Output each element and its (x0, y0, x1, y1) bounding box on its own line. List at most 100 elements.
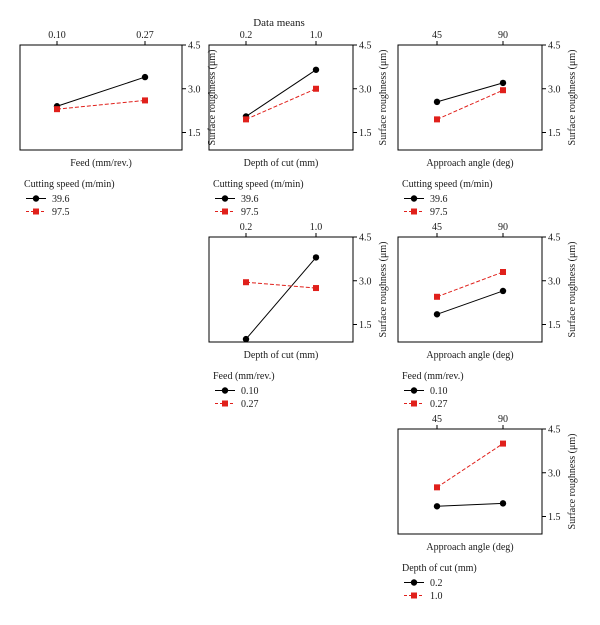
x-tick-label: 90 (498, 414, 508, 425)
figure-title: Data means (253, 17, 305, 29)
series-line (245, 257, 317, 340)
legend-swatch-marker (222, 208, 228, 215)
x-tick-label: 0.2 (240, 30, 253, 41)
legend-item-label: 39.6 (52, 194, 70, 205)
data-point (313, 85, 319, 92)
legend-title: Feed (mm/rev.) (402, 371, 464, 382)
data-point (434, 293, 440, 300)
data-point (242, 335, 250, 343)
panel-approach-vs-cutting-speed: 45 90 4.5 3.0 1.5 Surface roughness (μm) Appro… (397, 30, 578, 218)
data-point (141, 73, 149, 81)
legend-swatch-marker (411, 400, 417, 407)
x-tick-label: 1.0 (310, 30, 323, 41)
x-axis-label: Depth of cut (mm) (244, 158, 319, 169)
legend-item-label: 0.10 (430, 386, 448, 397)
legend-item-label: 97.5 (430, 207, 448, 218)
panel-approach-vs-feed: 45 90 4.5 3.0 1.5 Surface roughness (μm) Appro… (397, 222, 578, 410)
legend-swatch-marker (222, 400, 228, 407)
legend: Cutting speed (m/min) 39.6 97.5 (402, 179, 493, 218)
legend-swatch-marker (32, 195, 40, 202)
x-axis-label: Approach angle (deg) (426, 158, 513, 169)
legend-swatch-marker (410, 387, 418, 394)
legend: Depth of cut (mm) 0.2 1.0 (402, 563, 477, 602)
data-point (499, 500, 507, 507)
x-axis-label: Approach angle (deg) (426, 542, 513, 553)
legend-item-label: 39.6 (241, 194, 259, 205)
legend-item-label: 39.6 (430, 194, 448, 205)
plot-frame (397, 44, 543, 151)
data-point (433, 98, 441, 106)
legend-title: Feed (mm/rev.) (213, 371, 275, 382)
data-point (243, 279, 249, 286)
series-line (245, 88, 317, 120)
series-line (436, 89, 504, 120)
y-tick-label: 4.5 (548, 233, 561, 244)
data-point (313, 285, 319, 292)
x-tick-label: 45 (432, 222, 442, 233)
y-tick-label: 3.0 (548, 468, 561, 479)
legend: Cutting speed (m/min) 39.6 97.5 (213, 179, 304, 218)
y-tick-label: 1.5 (359, 128, 372, 139)
data-point (434, 484, 440, 491)
y-tick-label: 4.5 (548, 425, 561, 436)
legend-swatch-marker (410, 579, 418, 586)
legend-swatch-marker (411, 208, 417, 215)
panel-feed-vs-cutting-speed: 0.10 0.27 4.5 3.0 1.5 Surface roughness (μm) F… (19, 30, 218, 218)
y-tick-label: 4.5 (188, 41, 201, 52)
data-point (500, 87, 506, 94)
x-tick-label: 1.0 (310, 222, 323, 233)
y-axis-label: Surface roughness (μm) (207, 50, 218, 146)
data-point (499, 287, 507, 295)
series-line (436, 271, 504, 298)
x-tick-label: 0.27 (136, 30, 154, 41)
series-line (245, 69, 317, 117)
data-point (434, 116, 440, 123)
data-point (500, 440, 506, 447)
legend-item-label: 97.5 (241, 207, 259, 218)
y-axis-label: Surface roughness (μm) (378, 50, 389, 146)
legend-item-label: 0.27 (241, 399, 259, 410)
legend-swatch-marker (411, 592, 417, 599)
data-point (54, 106, 60, 113)
legend-title: Cutting speed (m/min) (213, 179, 304, 190)
y-tick-label: 1.5 (188, 128, 201, 139)
legend-title: Cutting speed (m/min) (24, 179, 115, 190)
y-axis-label: Surface roughness (μm) (567, 50, 578, 146)
plot-frame (397, 428, 543, 535)
y-tick-label: 3.0 (548, 276, 561, 287)
y-tick-label: 3.0 (548, 84, 561, 95)
y-tick-label: 1.5 (548, 128, 561, 139)
y-axis-label: Surface roughness (μm) (567, 434, 578, 530)
legend: Feed (mm/rev.) 0.10 0.27 (402, 371, 464, 410)
legend-title: Depth of cut (mm) (402, 563, 477, 574)
data-point (312, 66, 320, 73)
x-axis-label: Feed (mm/rev.) (70, 158, 132, 169)
series-line (436, 502, 504, 507)
x-axis-label: Approach angle (deg) (426, 350, 513, 361)
x-tick-label: 45 (432, 414, 442, 425)
legend: Feed (mm/rev.) 0.10 0.27 (213, 371, 275, 410)
series-line (436, 82, 504, 103)
y-axis-label: Surface roughness (μm) (567, 242, 578, 338)
legend-swatch-marker (221, 387, 229, 394)
x-tick-label: 0.2 (240, 222, 253, 233)
series-line (245, 281, 317, 289)
x-tick-label: 90 (498, 222, 508, 233)
legend-swatch-marker (33, 208, 39, 215)
y-tick-label: 1.5 (548, 512, 561, 523)
plot-frame (208, 44, 354, 151)
x-tick-label: 45 (432, 30, 442, 41)
x-tick-label: 0.10 (48, 30, 66, 41)
plot-frame (19, 44, 183, 151)
data-point (142, 97, 148, 104)
y-tick-label: 4.5 (359, 233, 372, 244)
data-point (499, 79, 507, 87)
y-tick-label: 4.5 (359, 41, 372, 52)
series-line (56, 99, 146, 110)
y-tick-label: 4.5 (548, 41, 561, 52)
legend-title: Cutting speed (m/min) (402, 179, 493, 190)
x-tick-label: 90 (498, 30, 508, 41)
y-tick-label: 1.5 (548, 320, 561, 331)
series-line (436, 290, 504, 315)
panel-depth-vs-cutting-speed: 0.2 1.0 4.5 3.0 1.5 Surface roughness (μm) Dep… (208, 30, 389, 218)
